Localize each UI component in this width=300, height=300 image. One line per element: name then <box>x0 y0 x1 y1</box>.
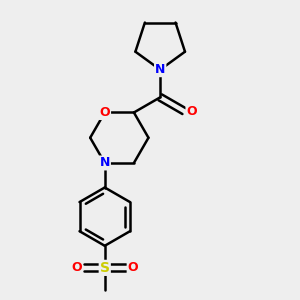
Text: O: O <box>187 105 197 118</box>
Text: O: O <box>71 261 82 274</box>
Text: S: S <box>100 261 110 275</box>
Text: N: N <box>100 157 110 169</box>
Text: N: N <box>155 63 165 76</box>
Text: O: O <box>128 261 138 274</box>
Text: O: O <box>99 106 110 119</box>
